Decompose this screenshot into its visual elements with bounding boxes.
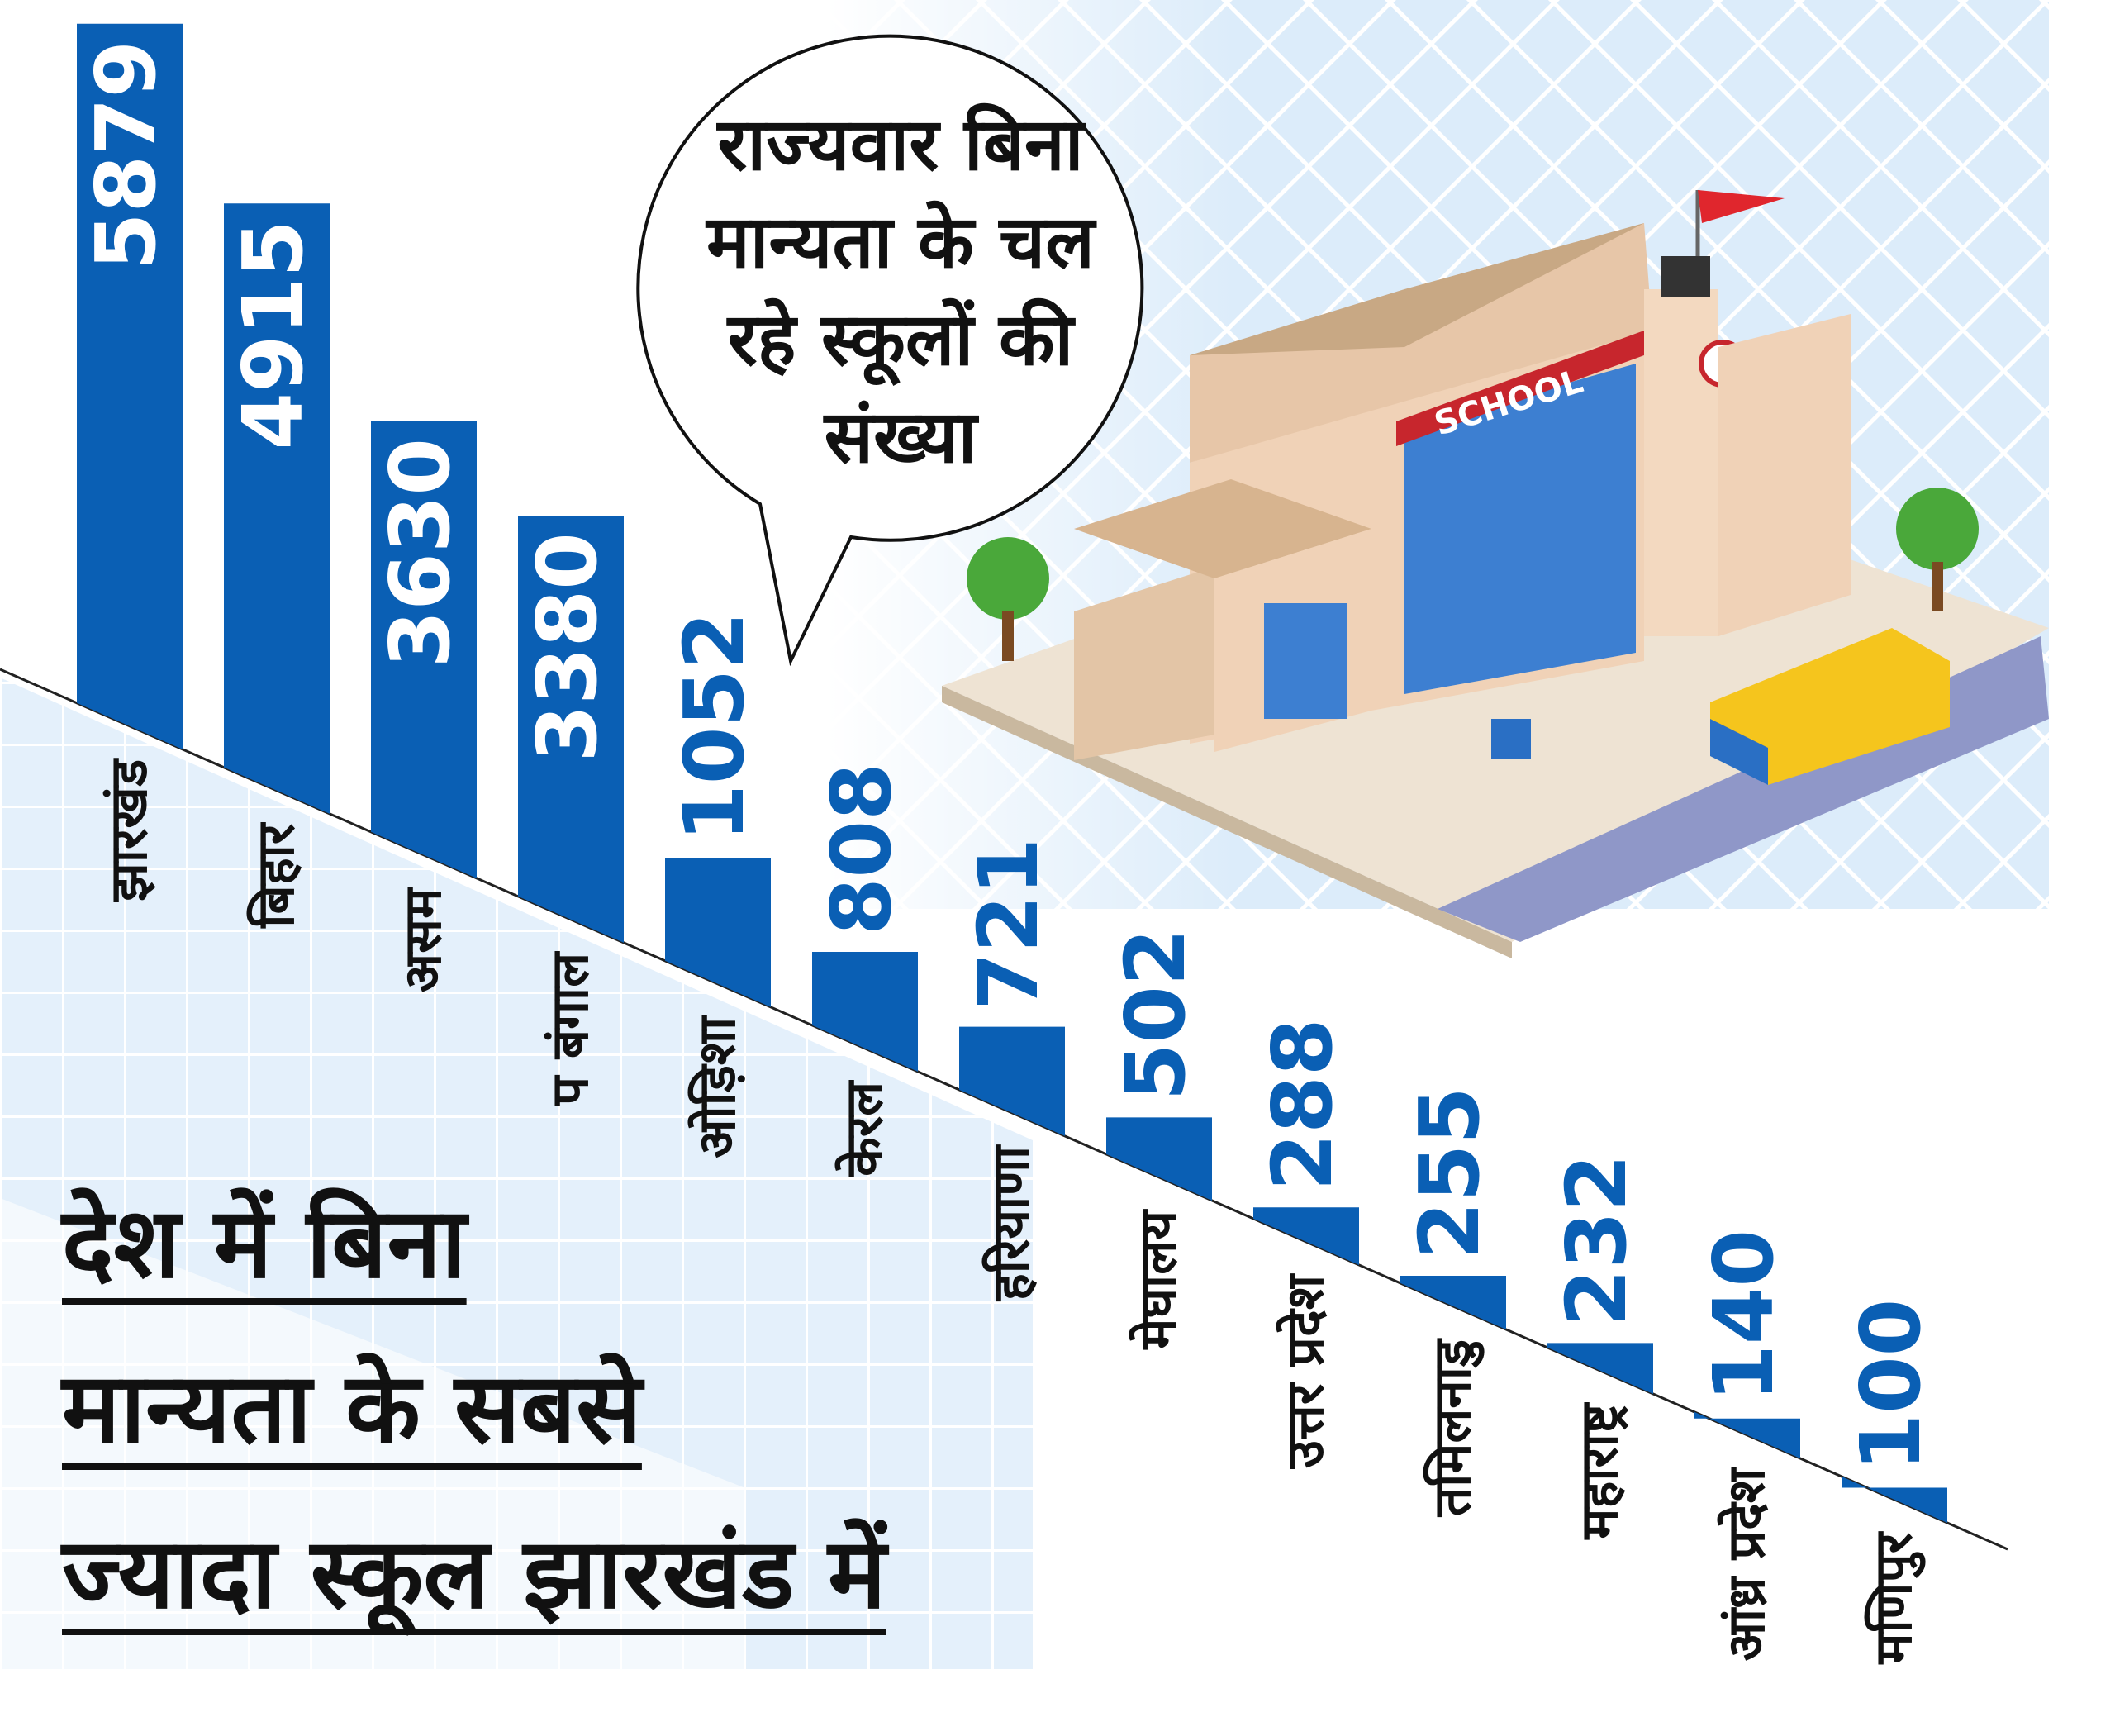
value-label: 502 xyxy=(1107,929,1204,1101)
subtitle-line: मान्यता के चल xyxy=(705,199,1097,284)
value-label: 721 xyxy=(960,838,1057,1011)
bar xyxy=(1547,1343,1653,1394)
bar xyxy=(224,203,330,814)
category-label: तमिलनाडु xyxy=(1422,1338,1485,1517)
value-label: 232 xyxy=(1548,1154,1645,1327)
speech-bubble xyxy=(636,34,1144,667)
subtitle: राज्यवार बिना मान्यता के चल रहे स्कूलों की… xyxy=(705,102,1097,479)
bar xyxy=(1842,1476,1947,1524)
title: देश में बिना मान्यता के सबसे ज्यादा स्कूल … xyxy=(60,1186,890,1636)
category-label: प बंगाल xyxy=(539,951,600,1106)
title-line: ज्यादा स्कूल झारखंड में xyxy=(60,1516,890,1636)
category-label: आंध्र प्रदेश xyxy=(1716,1467,1776,1661)
title-line: देश में बिना xyxy=(60,1186,470,1300)
value-label: 4915 xyxy=(225,220,321,449)
category-label: मेघालय xyxy=(1128,1209,1188,1350)
bar xyxy=(1400,1276,1506,1329)
bar xyxy=(371,421,477,878)
bar xyxy=(1253,1207,1359,1265)
bar xyxy=(77,23,183,749)
value-label: 3630 xyxy=(372,438,468,668)
category-label: ओड़िशा xyxy=(687,1015,747,1158)
value-label: 3380 xyxy=(519,532,615,762)
background-fade-lower xyxy=(0,1198,744,1669)
value-label: 100 xyxy=(1842,1299,1939,1472)
school-illustration: SCHOOL xyxy=(942,190,2049,958)
bar xyxy=(518,516,624,943)
category-label: महाराष्ट्र xyxy=(1569,1401,1629,1539)
value-label: 5879 xyxy=(78,40,174,270)
subtitle-line: राज्यवार बिना xyxy=(715,102,1086,187)
value-label: 808 xyxy=(813,763,910,935)
bar xyxy=(1106,1117,1212,1201)
category-label: उत्तर प्रदेश xyxy=(1275,1273,1335,1469)
value-label: 288 xyxy=(1254,1019,1351,1191)
value-label: 1052 xyxy=(666,611,763,841)
subtitle-line: रहे स्कूलों की xyxy=(726,297,1077,387)
category-label: असम xyxy=(392,887,453,992)
subtitle-line: संख्या xyxy=(823,394,980,479)
category-label: बिहार xyxy=(245,821,306,928)
title-line: मान्यता के सबसे xyxy=(60,1351,645,1465)
bar xyxy=(1694,1411,1800,1458)
category-label: झारखंड xyxy=(98,758,159,902)
bar xyxy=(959,1026,1065,1136)
value-label: 255 xyxy=(1401,1087,1498,1259)
bar xyxy=(812,952,918,1072)
bar xyxy=(665,858,771,1007)
category-label: केरल xyxy=(834,1080,894,1177)
category-label: मणिपुर xyxy=(1863,1530,1926,1664)
category-label: हरियाणा xyxy=(981,1144,1041,1301)
value-label: 140 xyxy=(1695,1229,1792,1402)
